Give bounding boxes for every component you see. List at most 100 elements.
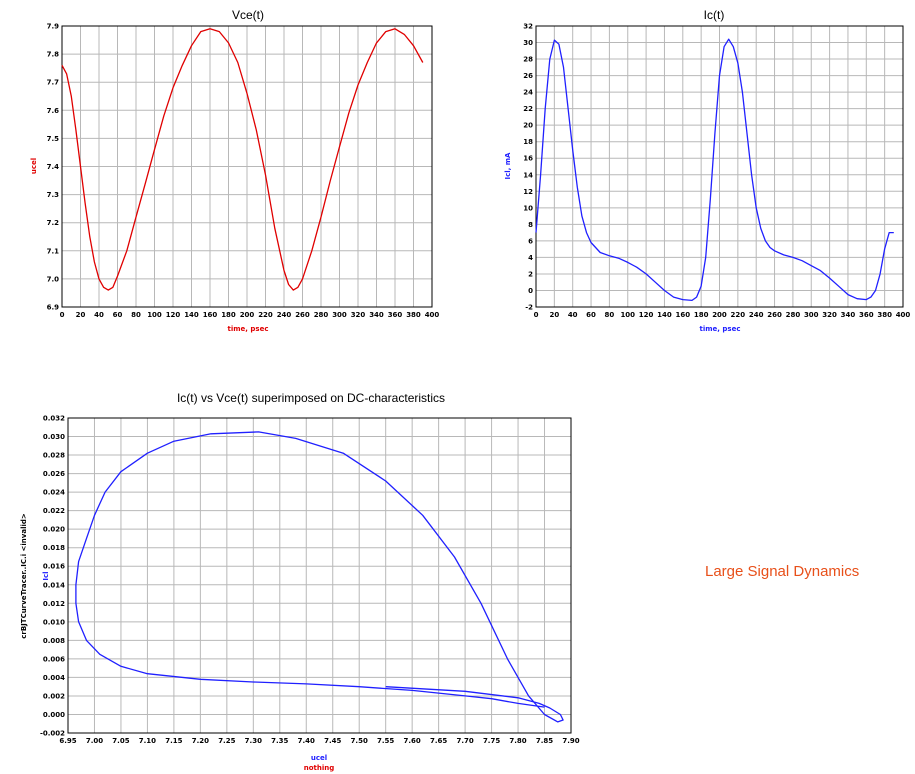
vce-chart-title: Vce(t)	[232, 8, 264, 22]
ic-vs-vce-x-tick-label: 7.75	[483, 737, 500, 745]
ic-vs-vce-y-tick-label: 0.028	[43, 452, 65, 460]
ic-y-axis-label: Icl, mA	[504, 152, 512, 180]
ic-vs-vce-x-tick-label: 7.20	[192, 737, 209, 745]
ic-vs-vce-x-tick-label: 7.60	[404, 737, 421, 745]
vce-y-tick-label: 7.1	[47, 247, 60, 255]
ic-vs-vce-y-tick-label: 0.024	[43, 489, 65, 497]
ic-y-tick-label: 16	[523, 155, 533, 163]
ic-x-tick-label: 120	[639, 311, 654, 319]
ic-y-tick-label: 6	[528, 237, 533, 245]
vce-y-tick-label: 7.4	[47, 163, 60, 171]
vce-x-tick-label: 320	[351, 311, 366, 319]
vce-x-tick-label: 400	[425, 311, 440, 319]
ic-vs-vce-x-tick-label: 7.15	[165, 737, 182, 745]
ic-x-tick-label: 380	[877, 311, 892, 319]
vce-y-tick-label: 6.9	[47, 304, 60, 312]
vce-y-tick-label: 7.2	[47, 219, 60, 227]
ic-y-tick-label: 8	[528, 221, 533, 229]
ic-vs-vce-series-line	[75, 431, 564, 723]
vce-x-tick-label: 160	[203, 311, 218, 319]
ic-vs-vce-y-tick-label: 0.032	[43, 415, 65, 423]
vce-x-tick-label: 220	[258, 311, 273, 319]
vce-x-axis-label: time, psec	[228, 325, 269, 333]
ic-y-tick-label: 28	[523, 56, 533, 64]
ic-vs-vce-x-tick-label: 6.95	[59, 737, 76, 745]
vce-series-line	[61, 28, 424, 291]
ic-x-tick-label: 400	[896, 311, 911, 319]
ic-x-tick-label: 80	[605, 311, 615, 319]
vce-x-tick-label: 280	[314, 311, 329, 319]
ic-y-tick-label: 30	[523, 39, 533, 47]
ic-plot-frame	[535, 25, 904, 308]
vce-x-tick-label: 360	[388, 311, 403, 319]
ic-vs-vce-y-tick-label: 0.026	[43, 470, 65, 478]
ic-vs-vce-x-tick-label: 7.65	[430, 737, 447, 745]
ic-x-tick-label: 300	[804, 311, 819, 319]
vce-x-tick-label: 140	[184, 311, 199, 319]
vce-y-tick-label: 7.6	[47, 107, 60, 115]
ic-vs-vce-x-tick-label: 7.70	[456, 737, 473, 745]
vce-y-tick-label: 7.5	[47, 135, 60, 143]
ic-vs-vce-y-tick-label: 0.010	[43, 618, 65, 626]
ic-vs-vce-y-tick-label: 0.002	[43, 692, 65, 700]
ic-x-tick-label: 20	[549, 311, 559, 319]
ic-vs-vce-x-tick-label: 7.40	[298, 737, 315, 745]
ic-vs-vce-x-tick-label: 7.45	[324, 737, 341, 745]
ic-vs-vce-y-tick-label: 0.020	[43, 526, 65, 534]
ic-vs-vce-x-tick-label: 7.30	[245, 737, 262, 745]
large-signal-dynamics-annotation: Large Signal Dynamics	[705, 563, 859, 580]
ic-chart: Ic(t) time, psec Icl, mA 0 20 40 60 80 100 120…	[504, 8, 910, 333]
ic-x-tick-label: 220	[731, 311, 746, 319]
ic-vs-vce-plot-frame	[67, 417, 572, 734]
ic-y-tick-label: 24	[523, 89, 533, 97]
ic-vs-vce-y-tick-label: 0.018	[43, 544, 65, 552]
vce-plot-frame	[61, 25, 433, 308]
ic-vs-vce-y-tick-label: 0.012	[43, 600, 65, 608]
ic-vs-vce-x-tick-label: 7.05	[112, 737, 129, 745]
ic-vs-vce-y-tick-label: 0.022	[43, 507, 65, 515]
ic-vs-vce-y-tick-label: 0.006	[43, 655, 65, 663]
ic-vs-vce-x-tick-label: 7.55	[377, 737, 394, 745]
vce-x-tick-label: 200	[240, 311, 255, 319]
ic-y-tick-label: 18	[523, 138, 533, 146]
vce-chart: Vce(t) time, psec ucel 0 20 40 60 80 100 120 14…	[30, 8, 439, 333]
vce-y-tick-label: 7.3	[47, 191, 60, 199]
ic-y-tick-label: 32	[523, 23, 533, 31]
ic-vs-vce-x-tick-label: 7.80	[509, 737, 526, 745]
ic-y-tick-label: 0	[528, 287, 533, 295]
ic-vs-vce-x-tick-label: 7.85	[536, 737, 553, 745]
vce-y-axis-label: ucel	[30, 158, 38, 174]
ic-vs-vce-x-tick-label: 7.50	[351, 737, 368, 745]
ic-vs-vce-x-axis-label-secondary: nothing	[304, 764, 335, 772]
vce-x-tick-label: 40	[94, 311, 104, 319]
vce-x-tick-label: 60	[113, 311, 123, 319]
ic-vs-vce-x-axis-label: ucel	[311, 754, 327, 762]
vce-x-tick-label: 180	[221, 311, 236, 319]
vce-y-tick-label: 7.7	[47, 79, 60, 87]
ic-y-tick-label: 14	[523, 171, 533, 179]
ic-x-tick-label: 340	[841, 311, 856, 319]
ic-x-tick-label: 200	[712, 311, 727, 319]
ic-y-tick-label: 20	[523, 122, 533, 130]
ic-vs-vce-y-axis-label-secondary: Icl	[42, 571, 50, 580]
ic-vs-vce-x-tick-label: 7.90	[562, 737, 579, 745]
ic-vs-vce-y-tick-label: 0.014	[43, 581, 65, 589]
vce-y-tick-label: 7.8	[47, 51, 60, 59]
ic-x-tick-label: 260	[767, 311, 782, 319]
ic-y-tick-label: 4	[528, 254, 533, 262]
ic-y-tick-label: 12	[523, 188, 533, 196]
ic-x-axis-label: time, psec	[700, 325, 741, 333]
ic-chart-title: Ic(t)	[704, 8, 725, 22]
vce-x-tick-label: 340	[369, 311, 384, 319]
ic-y-tick-label: -2	[525, 304, 533, 312]
ic-x-tick-label: 0	[534, 311, 539, 319]
ic-x-tick-label: 240	[749, 311, 764, 319]
ic-x-tick-label: 320	[822, 311, 837, 319]
ic-x-tick-label: 180	[694, 311, 709, 319]
ic-vs-vce-y-tick-label: 0.004	[43, 674, 65, 682]
ic-vs-vce-x-tick-label: 7.35	[271, 737, 288, 745]
ic-vs-vce-chart-title: Ic(t) vs Vce(t) superimposed on DC-chara…	[177, 391, 445, 405]
ic-y-tick-label: 10	[523, 204, 533, 212]
ic-vs-vce-y-tick-label: 0.016	[43, 563, 65, 571]
